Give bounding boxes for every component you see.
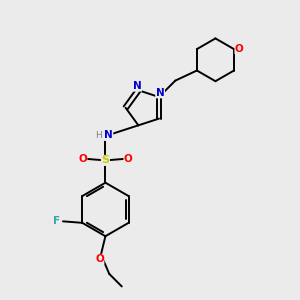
Text: O: O (124, 154, 133, 164)
Text: N: N (133, 81, 142, 91)
Text: F: F (53, 216, 61, 226)
Text: N: N (156, 88, 164, 98)
Text: O: O (95, 254, 104, 264)
Text: O: O (78, 154, 87, 164)
Text: N: N (104, 130, 113, 140)
Text: S: S (101, 155, 110, 165)
Text: H: H (95, 131, 102, 140)
Text: O: O (235, 44, 244, 53)
